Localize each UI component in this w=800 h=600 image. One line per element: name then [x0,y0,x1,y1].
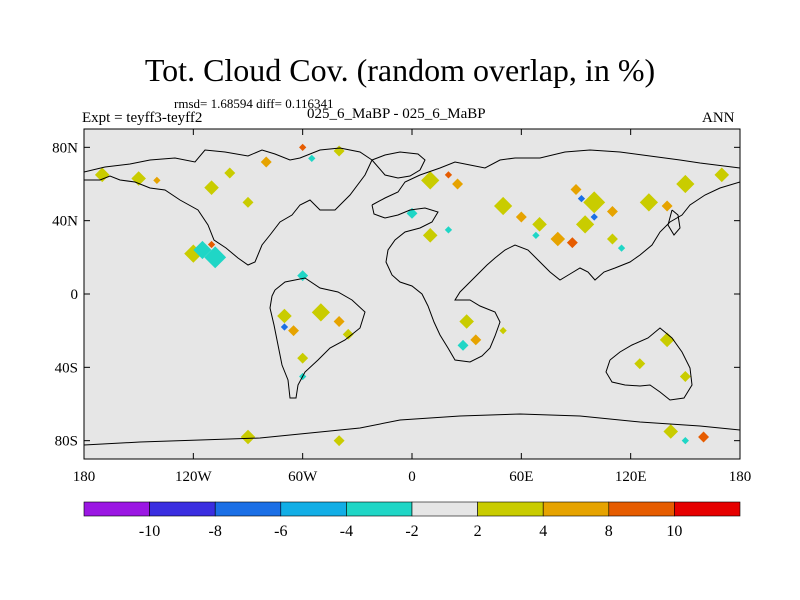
data-cell [299,143,307,151]
data-cell [242,196,254,208]
data-cell [566,237,578,249]
x-tick-label: 180 [729,469,752,485]
x-tick-label: 60E [509,469,533,485]
colorbar-swatch [542,501,610,517]
data-cell [515,211,527,223]
data-cell [663,424,679,439]
colorbar-label: -8 [209,523,222,540]
data-cell [333,316,345,327]
data-cell [452,178,464,190]
colorbar-swatch [280,501,347,517]
data-cell [457,339,469,351]
x-tick-label: 60W [288,469,318,485]
colorbar-swatch [674,501,741,517]
data-cell [193,240,212,260]
colorbar-label: -10 [139,523,160,540]
data-cell [681,437,689,445]
colorbar-swatch [346,501,413,517]
data-cell [333,435,345,447]
data-cell [499,327,507,335]
data-cell [532,231,540,239]
data-cell [288,325,300,337]
data-cell [94,167,110,183]
data-cell [714,167,730,183]
y-tick-label: 0 [71,287,79,303]
data-cell [421,171,440,190]
colorbar-swatch [411,501,478,517]
data-cell [470,334,482,346]
data-cell [280,323,289,331]
x-tick-label: 0 [408,469,416,485]
data-cell [606,206,618,217]
data-cell [659,332,675,348]
coastline-south-america [269,277,366,399]
data-cell [207,240,216,249]
stats-label: rmsd= 1.68594 diff= 0.116341 [174,96,334,111]
y-tick-label: 40N [52,214,78,230]
x-tick-label: 180 [73,469,96,485]
data-cell [676,174,695,194]
data-cell [577,195,586,203]
data-cell [260,156,272,168]
data-cell [422,228,438,243]
y-tick-label: 80S [55,434,78,450]
data-cell [639,193,658,212]
coastline-eurasia-africa [371,149,740,363]
season-label: ANN [702,110,735,126]
data-cell [550,231,566,247]
data-cell [224,167,236,179]
data-cell [277,308,292,324]
colorbar-label: 8 [605,523,613,540]
coastline-north-america [84,147,373,266]
colorbar-label: -4 [340,523,353,540]
data-cell [570,184,582,195]
colorbar-swatch [149,501,216,517]
colorbar-label: -6 [274,523,287,540]
data-cell [576,215,595,234]
x-tick-label: 120E [615,469,647,485]
data-cell [153,176,161,184]
data-cell [606,233,618,245]
data-cell [204,246,227,269]
data-cell [679,371,691,382]
chart-title: Tot. Cloud Cov. (random overlap, in %) [144,52,656,88]
data-cell [634,358,646,370]
data-cell [204,180,219,195]
colorbar-swatch [608,501,675,517]
data-cell [661,200,673,212]
data-cell [698,431,710,443]
coastline-greenland [371,151,426,179]
colorbar-label: 2 [474,523,482,540]
colorbar-swatch [83,501,150,517]
data-cell [308,154,316,162]
data-cell [297,352,309,364]
center-label: 025_6_MaBP - 025_6_MaBP [307,106,486,122]
y-tick-label: 40S [55,360,78,376]
colorbar-swatch [214,501,282,517]
data-cell [311,303,330,322]
coastline-japan [667,209,681,236]
data-cell [342,328,354,340]
map-background [84,129,740,459]
coastline-australia [605,327,693,401]
coastline-antarctica [84,413,740,446]
x-tick-label: 120W [175,469,213,485]
colorbar-label: -2 [405,523,418,540]
data-cell [494,196,513,216]
experiment-label: Expt = teyff3-teyff2 [82,110,203,126]
y-tick-label: 80N [52,140,78,156]
data-cell [617,244,626,252]
colorbar-swatch [477,501,544,517]
data-cell [444,171,453,179]
data-cell [590,213,598,221]
data-cell [444,226,453,234]
data-cell [459,314,474,329]
data-cell [532,217,547,232]
data-cell [333,145,345,157]
colorbar-label: 4 [539,523,547,540]
data-cell [583,191,606,214]
colorbar-label: 10 [666,523,682,540]
data-cell [240,429,256,445]
